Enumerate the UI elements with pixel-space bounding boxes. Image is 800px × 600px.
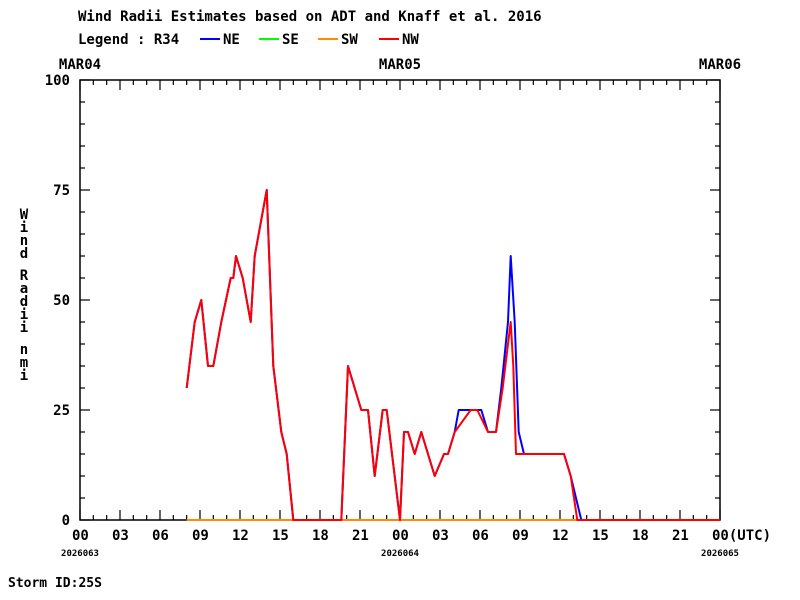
legend: Legend : R34 NE SE SW NW [78,32,419,48]
x-tick-label: 15 [592,528,609,544]
y-tick-label: 100 [45,73,70,89]
x-tick-label: 06 [152,528,169,544]
x-tick-label: 09 [512,528,529,544]
legend-label-se: SE [282,32,299,48]
x-tick-label: 00(UTC) [712,528,771,544]
chart-title: Wind Radii Estimates based on ADT and Kn… [78,9,542,25]
series-lines [185,189,720,521]
series-line-ne [185,189,720,521]
julian-date-label: 2026063 [61,549,99,559]
y-label-char: i [20,307,28,323]
top-date-label: MAR06 [699,57,741,73]
x-tick-label: 09 [192,528,209,544]
x-tick-label: 03 [432,528,449,544]
legend-prefix: Legend : R34 [78,32,179,48]
y-label-char: i [20,320,28,336]
y-label-char: n [20,342,28,358]
y-label-char: n [20,233,28,249]
y-label-char: R [20,268,29,284]
y-label-char: i [20,220,28,236]
x-tick-label: 06 [472,528,489,544]
x-tick-label: 03 [112,528,129,544]
x-tick-label: 00 [72,528,89,544]
top-date-label: MAR05 [379,57,421,73]
x-tick-label: 12 [232,528,249,544]
legend-label-sw: SW [341,32,358,48]
y-label-char: d [20,294,28,310]
y-label-char: m [20,355,28,371]
y-label-char: W [20,207,29,223]
legend-label-nw: NW [402,32,419,48]
y-label-char: d [20,246,28,262]
storm-id: Storm ID:25S [8,576,102,591]
series-line-nw [185,189,720,521]
plot-frame [79,79,721,521]
axis-ticks: 00 03 06 09 12 15 18 21 00 03 06 09 12 15 18 21 00(UTC) M… [45,57,771,559]
y-label-char: i [20,368,28,384]
x-tick-label: 21 [672,528,689,544]
x-tick-label: 18 [632,528,649,544]
y-tick-label: 75 [53,183,70,199]
legend-label-ne: NE [223,32,240,48]
x-tick-label: 00 [392,528,409,544]
x-tick-label: 21 [352,528,369,544]
julian-date-label: 2026065 [701,549,739,559]
y-label-char: a [20,281,28,297]
y-tick-label: 50 [53,293,70,309]
top-date-label: MAR04 [59,57,101,73]
x-tick-label: 18 [312,528,329,544]
julian-date-label: 2026064 [381,549,420,559]
y-tick-label: 25 [53,403,70,419]
x-tick-label: 15 [272,528,289,544]
x-tick-label: 12 [552,528,569,544]
y-tick-label: 0 [62,513,70,529]
